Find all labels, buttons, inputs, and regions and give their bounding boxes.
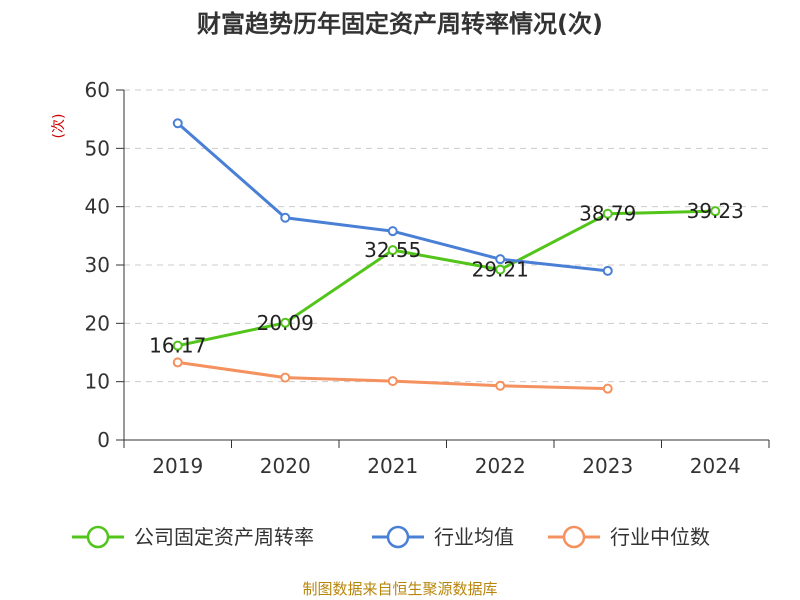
y-tick-label: 0: [97, 428, 110, 452]
y-tick-label: 20: [85, 311, 110, 335]
x-tick-label: 2021: [367, 454, 418, 478]
y-tick-label: 10: [85, 370, 110, 394]
y-tick-label: 60: [85, 78, 110, 102]
legend-swatch-marker: [86, 525, 110, 549]
legend-swatch-marker: [386, 525, 410, 549]
grid: [124, 89, 769, 383]
data-label: 20.09: [257, 311, 314, 335]
series-line-0: [177, 209, 716, 348]
data-point: [387, 376, 398, 387]
data-point: [387, 245, 398, 256]
data-point: [495, 264, 506, 275]
legend[interactable]: 公司固定资产周转率 行业均值 行业中位数: [72, 525, 710, 549]
legend-label: 公司固定资产周转率: [134, 525, 314, 549]
data-labels: 16.17 20.09 32.55 29.21 38.79 39.23: [149, 199, 744, 358]
data-point: [495, 254, 506, 265]
legend-label: 行业中位数: [610, 525, 710, 549]
x-tick-label: 2020: [260, 454, 311, 478]
data-point: [172, 340, 183, 351]
data-point: [602, 383, 613, 394]
x-tick-label: 2024: [690, 454, 741, 478]
data-point: [602, 265, 613, 276]
source-note: 制图数据来自恒生聚源数据库: [302, 580, 497, 598]
y-tick-label: 40: [85, 195, 110, 219]
data-label: 29.21: [472, 258, 529, 282]
data-point: [387, 226, 398, 237]
data-point: [172, 118, 183, 129]
data-point: [710, 206, 721, 217]
data-point: [172, 357, 183, 368]
data-point: [280, 212, 291, 223]
x-tick-label: 2022: [475, 454, 526, 478]
data-point: [280, 372, 291, 383]
y-tick-label: 50: [85, 136, 110, 160]
data-label: 32.55: [364, 238, 421, 262]
data-label: 38.79: [579, 202, 636, 226]
y-tick-label: 30: [85, 253, 110, 277]
legend-swatch-marker: [562, 525, 586, 549]
data-label: 39.23: [687, 199, 744, 223]
x-tick-label: 2019: [152, 454, 203, 478]
data-point: [602, 208, 613, 219]
legend-label: 行业均值: [434, 525, 514, 549]
x-tick-label: 2023: [582, 454, 633, 478]
series: [172, 118, 721, 394]
chart-title: 财富趋势历年固定资产周转率情况(次): [197, 10, 603, 38]
data-label: 16.17: [149, 334, 206, 358]
axes: 0 10 20 30 40 50 60 2019 2020 2021 2022 2023 2024: [85, 78, 770, 478]
data-point: [495, 380, 506, 391]
data-point: [280, 317, 291, 328]
y-axis-label: (次): [51, 114, 67, 139]
